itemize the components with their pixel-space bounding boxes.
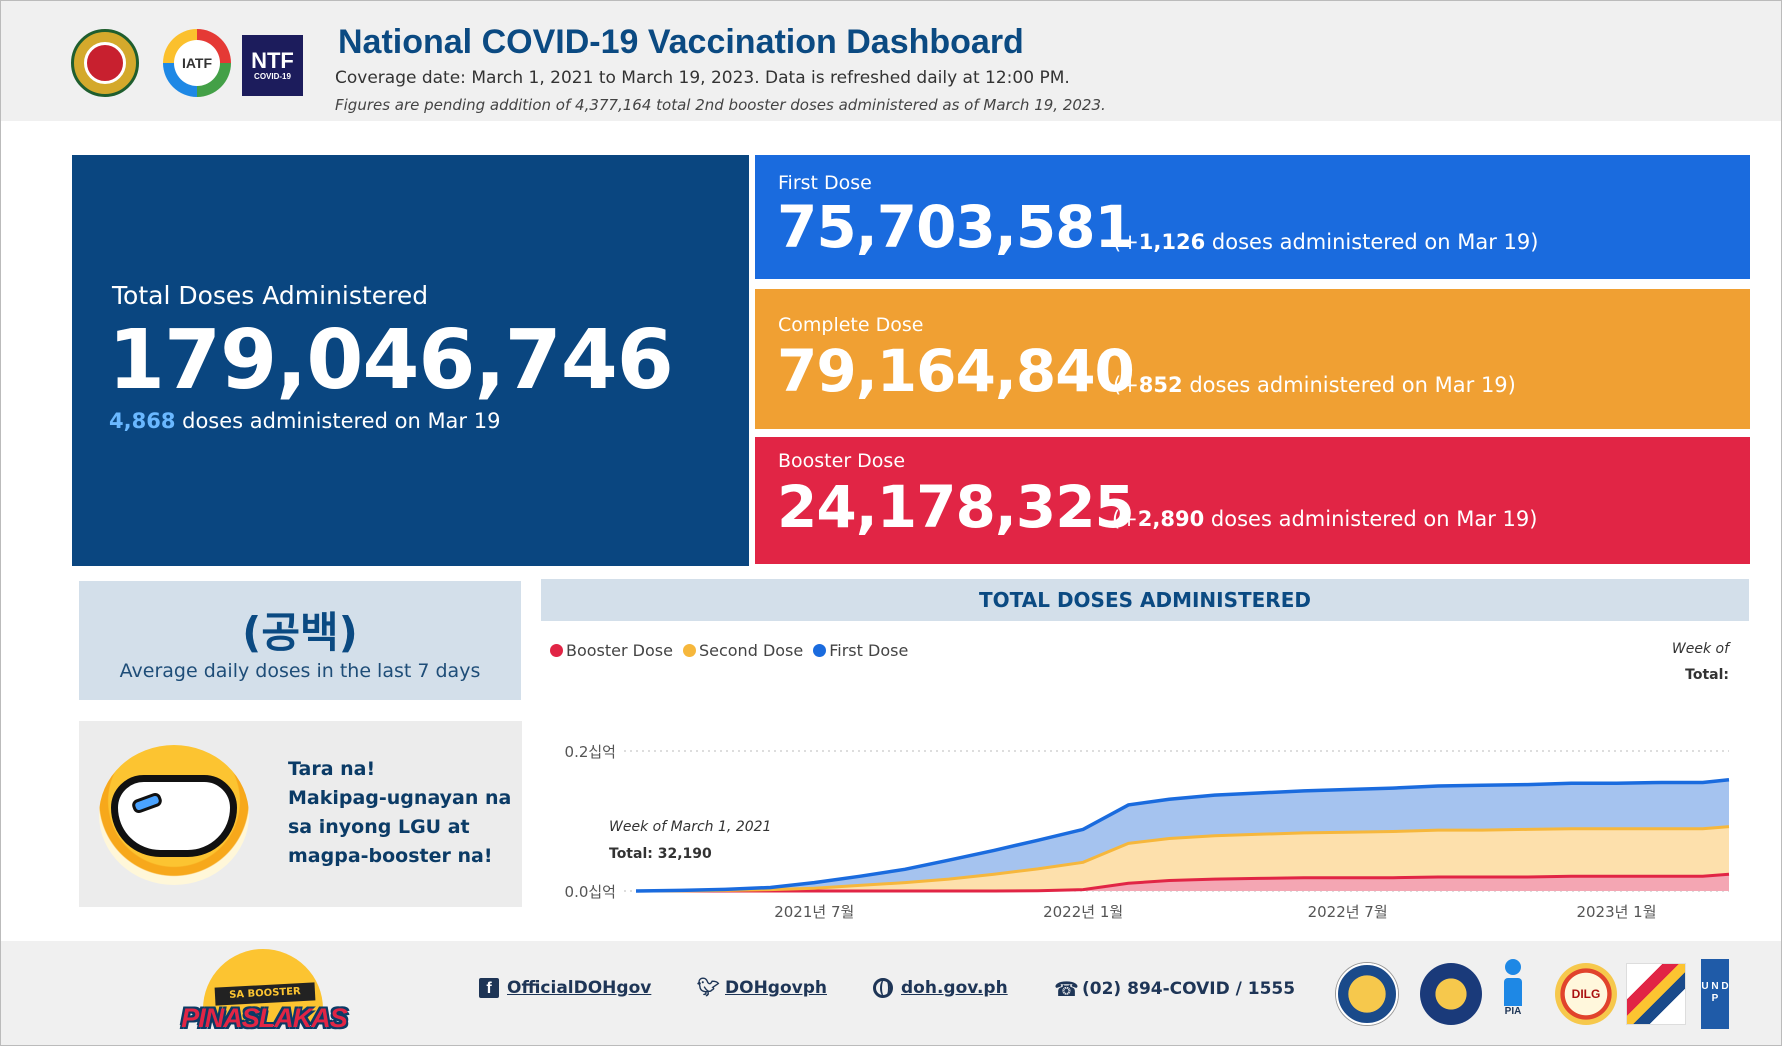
second-dot-icon — [682, 644, 696, 657]
first-dose-label: First Dose — [778, 172, 872, 194]
iatf-logo: IATF — [163, 29, 231, 97]
average-daily-card: (공백) Average daily doses in the last 7 d… — [79, 581, 521, 700]
average-daily-value: (공백) — [242, 608, 358, 657]
footer: SA BOOSTER PINASLAKAS f OfficialDOHgov 🐦… — [1, 941, 1781, 1045]
facebook-link[interactable]: f OfficialDOHgov — [479, 978, 651, 998]
complete-dose-label: Complete Dose — [778, 314, 924, 336]
chart-tooltip-right: Week of Total: — [1671, 641, 1729, 683]
page-title: National COVID-19 Vaccination Dashboard — [338, 23, 1024, 61]
total-daily-suffix: doses administered on Mar 19 — [182, 409, 501, 433]
booster-dose-line — [636, 872, 1730, 893]
y-tick-label: 0.2십억 — [565, 743, 616, 761]
booster-dose-label: Booster Dose — [778, 450, 906, 472]
total-daily-doses: 4,868 doses administered on Mar 19 — [109, 409, 500, 433]
flexed-arm-icon — [99, 745, 249, 885]
booster-promo-card: Tara na! Makipag-ugnayan na sa inyong LG… — [79, 721, 522, 907]
header: IATF NTF COVID-19 National COVID-19 Vacc… — [1, 1, 1781, 121]
pcoo-seal-logo — [1420, 963, 1482, 1025]
legend-item-booster[interactable]: Booster Dose — [550, 641, 673, 660]
phone-icon: ☎ — [1054, 977, 1079, 1001]
first-dose-increment: (+1,126 doses administered on Mar 19) — [1113, 230, 1539, 254]
x-tick-label: 2022년 1월 — [1043, 903, 1123, 921]
doh-seal-logo — [71, 29, 139, 97]
pinaslakas-logo: SA BOOSTER PINASLAKAS — [179, 949, 349, 1037]
first-dot-icon — [813, 644, 827, 657]
y-tick-label: 0.0십억 — [565, 883, 616, 901]
x-tick-label: 2023년 1월 — [1576, 903, 1656, 921]
total-doses-value: 179,046,746 — [108, 313, 674, 408]
complete-dose-card: Complete Dose 79,164,840 (+852 doses adm… — [755, 289, 1750, 429]
phone-contact: ☎ (02) 894-COVID / 1555 — [1054, 977, 1296, 1001]
twitter-link[interactable]: 🐦︎ DOHgovph — [697, 977, 827, 998]
coverage-date: Coverage date: March 1, 2021 to March 19… — [335, 68, 1070, 88]
legend-item-second[interactable]: Second Dose — [682, 641, 803, 660]
total-daily-value: 4,868 — [109, 409, 176, 433]
first-dose-area — [636, 779, 1729, 891]
first-dose-card: First Dose 75,703,581 (+1,126 doses admi… — [755, 155, 1750, 279]
first-dose-line — [635, 777, 1730, 893]
pia-logo: PIA — [1499, 959, 1527, 1029]
booster-dose-increment: (+2,890 doses administered on Mar 19) — [1112, 507, 1538, 531]
ntf-logo: NTF COVID-19 — [242, 35, 303, 96]
dilg-seal-logo: DILG — [1555, 963, 1617, 1025]
undp-logo: U N D P — [1701, 959, 1729, 1029]
twitter-icon: 🐦︎ — [697, 977, 720, 998]
total-doses-card: Total Doses Administered 179,046,746 4,8… — [72, 155, 749, 566]
partner-seal-logo — [1626, 963, 1686, 1025]
website-link[interactable]: doh.gov.ph — [873, 978, 1008, 998]
second-dose-area — [636, 826, 1729, 891]
x-tick-label: 2022년 7월 — [1308, 903, 1388, 921]
total-doses-label: Total Doses Administered — [112, 281, 429, 310]
globe-icon — [873, 978, 893, 998]
chart-title: TOTAL DOSES ADMINISTERED — [541, 579, 1749, 621]
pco-seal-logo — [1336, 963, 1398, 1025]
first-dose-value: 75,703,581 — [777, 193, 1135, 261]
booster-dose-value: 24,178,325 — [777, 473, 1135, 541]
facebook-icon: f — [479, 978, 499, 998]
legend-item-first[interactable]: First Dose — [813, 641, 908, 660]
x-tick-label: 2021년 7월 — [774, 903, 854, 921]
booster-dose-card: Booster Dose 24,178,325 (+2,890 doses ad… — [755, 437, 1750, 564]
complete-dose-value: 79,164,840 — [777, 337, 1135, 405]
doses-area-chart[interactable]: 0.0십억 0.2십억 2021년 7월 2022년 1월 2022년 7월 2023년 … — [541, 726, 1741, 921]
booster-dot-icon — [550, 644, 563, 657]
complete-dose-increment: (+852 doses administered on Mar 19) — [1113, 373, 1516, 397]
chart-legend: Booster Dose Second Dose First Dose — [550, 641, 908, 660]
pending-note: Figures are pending addition of 4,377,16… — [335, 96, 1106, 114]
average-daily-label: Average daily doses in the last 7 days — [119, 660, 481, 682]
second-dose-line — [635, 825, 1730, 893]
chart-tooltip-left: Week of March 1, 2021 Total: 32,190 — [609, 819, 772, 862]
promo-message: Tara na! Makipag-ugnayan na sa inyong LG… — [288, 758, 512, 867]
